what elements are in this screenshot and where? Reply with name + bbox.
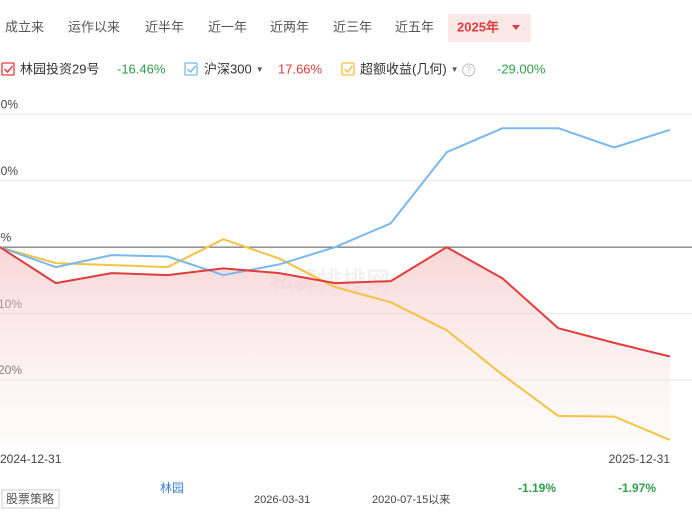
table-cell: 股票策略	[6, 491, 54, 506]
tab[interactable]: 近五年	[395, 19, 434, 34]
tab[interactable]: 成立来	[5, 19, 44, 34]
tab[interactable]: 2025年	[457, 19, 499, 34]
table-cell: -1.97%	[618, 481, 656, 495]
line	[0, 127, 671, 277]
legend-value: -16.46%	[117, 61, 166, 76]
legend-dropdown[interactable]: ▼	[451, 65, 459, 74]
line	[0, 246, 671, 358]
tab-arrow	[512, 25, 520, 30]
legend-check	[3, 65, 14, 74]
x-tick-label: 2024-12-31	[0, 452, 62, 466]
legend-label[interactable]: 沪深300	[204, 61, 252, 76]
help-mark: ?	[466, 64, 471, 74]
legend-check	[343, 65, 354, 74]
tab[interactable]: 近两年	[270, 19, 309, 34]
legend-value: 17.66%	[278, 61, 323, 76]
tag-box	[1, 489, 60, 509]
tab[interactable]: 运作以来	[68, 19, 120, 34]
legend-dropdown[interactable]: ▼	[256, 65, 264, 74]
help-icon	[462, 63, 476, 77]
x-tick-label: 2025-12-31	[609, 452, 671, 466]
y-tick-label: 20%	[0, 97, 18, 111]
legend-label[interactable]: 超额收益(几何)	[360, 61, 447, 76]
legend-label[interactable]: 林园投资29号	[20, 61, 99, 76]
legend-checkbox[interactable]	[341, 62, 355, 76]
y-tick-label: 0%	[0, 230, 12, 244]
legend-checkbox[interactable]	[1, 62, 15, 76]
table-cell: 2026-03-31	[254, 494, 310, 506]
line	[0, 238, 671, 441]
legend-check	[186, 65, 197, 74]
y-tick-label: 10%	[0, 164, 18, 178]
area	[0, 247, 670, 447]
legend-value: -29.00%	[497, 61, 546, 76]
table-cell: -1.19%	[518, 481, 556, 495]
table-cell: 林园	[160, 481, 184, 495]
tab[interactable]: 近半年	[145, 19, 184, 34]
tab[interactable]: 近三年	[333, 19, 372, 34]
table-cell: 2020-07-15以来	[372, 493, 450, 506]
legend-checkbox[interactable]	[184, 62, 198, 76]
tab[interactable]: 近一年	[208, 19, 247, 34]
